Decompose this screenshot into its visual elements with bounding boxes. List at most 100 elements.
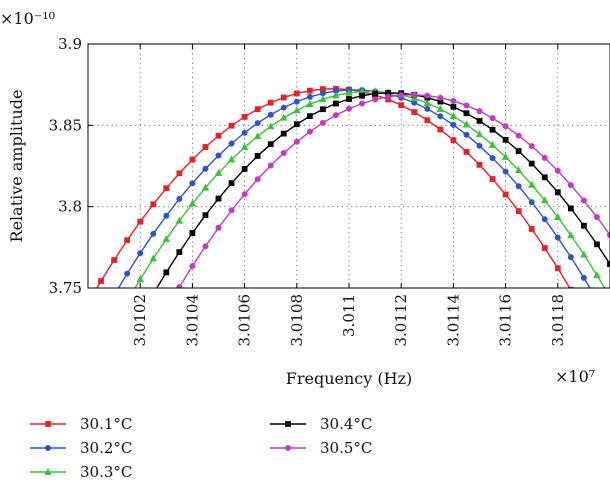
data-point xyxy=(462,120,471,128)
data-point xyxy=(437,126,444,133)
data-point xyxy=(528,160,535,167)
data-point xyxy=(436,104,445,112)
data-point xyxy=(488,140,497,148)
data-point xyxy=(254,176,261,183)
data-point xyxy=(189,263,196,270)
data-point xyxy=(345,105,352,112)
data-point xyxy=(567,231,575,239)
data-point xyxy=(293,121,300,128)
data-point xyxy=(227,155,236,163)
data-point xyxy=(85,301,90,306)
data-point xyxy=(489,115,496,122)
data-point xyxy=(449,112,458,120)
data-point xyxy=(515,148,522,154)
data-point xyxy=(489,155,496,162)
data-point xyxy=(267,162,274,169)
data-point xyxy=(515,183,522,190)
data-point xyxy=(176,170,183,177)
data-point xyxy=(528,199,535,206)
data-point xyxy=(489,176,496,182)
legend-swatch xyxy=(270,421,306,427)
data-point xyxy=(176,249,183,255)
data-point xyxy=(476,108,483,115)
data-point xyxy=(554,234,561,241)
x-tick-label: 3.011 xyxy=(340,294,358,337)
data-point xyxy=(241,113,248,120)
data-point xyxy=(580,274,587,281)
data-point xyxy=(398,102,405,109)
data-point xyxy=(151,291,156,296)
data-point xyxy=(423,99,432,106)
legend-swatch xyxy=(270,445,306,452)
data-point xyxy=(137,250,144,257)
data-point xyxy=(163,212,170,219)
data-point xyxy=(411,109,418,115)
data-point xyxy=(149,254,157,262)
data-point xyxy=(528,226,535,232)
data-point xyxy=(424,92,431,99)
y-tick-label: 3.8 xyxy=(58,198,82,216)
data-point xyxy=(567,182,574,189)
data-point xyxy=(124,298,130,304)
y-axis-label: Relative amplitude xyxy=(7,90,26,243)
data-point xyxy=(175,216,184,224)
data-point xyxy=(359,92,365,99)
data-point xyxy=(228,140,235,147)
data-point xyxy=(124,237,131,244)
data-point xyxy=(241,129,248,136)
ticks: 3.0102 3.0104 3.0106 3.0108 3.011 3.0112 3.011… xyxy=(49,35,567,347)
x-multiplier-label: ×10⁷ xyxy=(555,367,595,386)
data-point xyxy=(266,122,275,130)
data-point xyxy=(410,94,418,102)
data-point xyxy=(202,212,209,219)
data-point xyxy=(476,117,483,124)
data-point xyxy=(111,293,116,298)
x-tick-label: 3.0116 xyxy=(497,294,515,347)
series-layer xyxy=(85,85,610,306)
data-point xyxy=(502,191,509,198)
data-point xyxy=(254,120,261,127)
data-point xyxy=(594,297,599,302)
legend-marker xyxy=(44,445,51,452)
data-point xyxy=(501,152,510,160)
data-point xyxy=(280,104,287,111)
data-point xyxy=(372,90,378,97)
data-point xyxy=(319,119,326,126)
data-point xyxy=(280,94,287,101)
data-point xyxy=(515,132,522,139)
data-point xyxy=(214,168,223,176)
data-point xyxy=(150,201,157,208)
data-point xyxy=(527,180,536,188)
series-4 xyxy=(151,89,610,296)
data-point xyxy=(450,103,457,110)
data-point xyxy=(306,113,313,120)
data-point xyxy=(201,183,210,191)
x-tick-label: 3.0118 xyxy=(549,294,567,347)
data-point xyxy=(593,271,601,279)
data-point xyxy=(359,100,366,107)
data-point xyxy=(189,180,196,187)
data-point xyxy=(306,100,314,108)
data-point xyxy=(345,88,353,96)
legend: 30.1°C 30.2°C 30.3°C 30.4°C 30.5°C xyxy=(28,414,448,486)
data-point xyxy=(567,205,574,212)
data-point xyxy=(541,196,549,204)
data-point xyxy=(502,136,509,143)
data-point xyxy=(450,121,457,128)
legend-item: 30.3°C xyxy=(28,462,132,482)
data-point xyxy=(541,216,548,223)
data-point xyxy=(254,153,261,159)
data-point xyxy=(202,165,209,172)
data-point xyxy=(176,195,183,202)
x-tick-label: 3.0104 xyxy=(183,294,201,347)
data-point xyxy=(554,265,561,272)
legend-item: 30.4°C xyxy=(268,414,372,434)
data-point xyxy=(333,100,339,107)
data-point xyxy=(332,91,340,99)
x-tick-label: 3.0106 xyxy=(236,294,254,347)
data-point xyxy=(163,185,170,192)
y-tick-label: 3.9 xyxy=(58,35,82,53)
data-point xyxy=(580,250,588,258)
data-point xyxy=(450,97,457,104)
data-point xyxy=(476,161,483,168)
